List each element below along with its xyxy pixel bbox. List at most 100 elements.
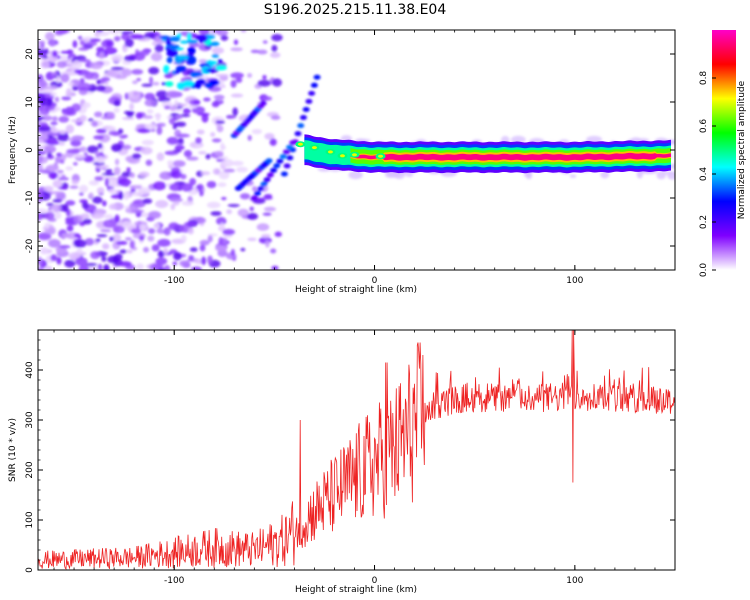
noise-blob bbox=[235, 77, 243, 83]
noise-blob bbox=[94, 176, 104, 182]
noise-blob bbox=[168, 222, 180, 231]
cluster-blob bbox=[198, 35, 204, 44]
noise-blob bbox=[139, 123, 145, 128]
noise-blob bbox=[203, 97, 211, 102]
colorbar: 0.0 0.2 0.4 0.6 0.8 Normalized spectral ampl… bbox=[699, 30, 747, 277]
chirp-blob bbox=[313, 74, 321, 80]
noise-blob bbox=[52, 116, 58, 122]
chirp-blob bbox=[286, 155, 294, 161]
noise-blob bbox=[221, 196, 227, 201]
noise-blob bbox=[166, 115, 173, 119]
noise-blob bbox=[122, 144, 132, 150]
noise-blob bbox=[272, 78, 283, 87]
noise-blob bbox=[122, 134, 128, 139]
noise-blob bbox=[38, 111, 42, 117]
colorbar-tick-label: 0.4 bbox=[699, 167, 709, 182]
noise-blob bbox=[114, 214, 120, 223]
cluster-blob bbox=[196, 78, 206, 86]
noise-blob bbox=[79, 77, 85, 84]
noise-blob bbox=[152, 181, 166, 191]
noise-blob bbox=[183, 149, 193, 158]
noise-blob bbox=[233, 39, 239, 45]
cluster-blob bbox=[169, 36, 181, 42]
noise-blob bbox=[222, 228, 236, 236]
y-tick-label: 100 bbox=[25, 511, 35, 528]
heatmap-x-ticks: -100 0 100 bbox=[53, 30, 676, 286]
noise-blob bbox=[68, 252, 81, 260]
noise-blob bbox=[247, 237, 257, 242]
cluster-blob bbox=[210, 41, 220, 47]
noise-blob bbox=[174, 145, 185, 151]
colorbar-label: Normalized spectral amplitude bbox=[737, 80, 747, 219]
noise-blob bbox=[264, 193, 273, 199]
y-tick-label: 10 bbox=[25, 96, 35, 108]
noise-blob bbox=[157, 238, 171, 247]
noise-blob bbox=[269, 52, 281, 58]
noise-blob bbox=[265, 240, 270, 248]
noise-blob bbox=[86, 41, 98, 46]
noise-blob bbox=[262, 40, 268, 44]
chirp-blob bbox=[299, 115, 307, 121]
noise-blob bbox=[108, 203, 117, 210]
noise-blob bbox=[152, 81, 160, 86]
noise-blob bbox=[61, 233, 72, 239]
noise-blob bbox=[250, 49, 260, 54]
noise-blob bbox=[198, 59, 208, 64]
noise-blob bbox=[126, 167, 131, 172]
noise-blob bbox=[47, 239, 61, 248]
noise-blob bbox=[240, 30, 247, 33]
noise-blob bbox=[165, 90, 180, 99]
noise-blob bbox=[155, 90, 169, 99]
noise-blob bbox=[218, 156, 229, 160]
noise-blob bbox=[96, 30, 104, 33]
noise-blob bbox=[38, 169, 51, 173]
noise-blob bbox=[54, 30, 67, 35]
noise-blob bbox=[174, 30, 181, 34]
cluster-blob bbox=[187, 32, 192, 41]
noise-blob bbox=[39, 108, 50, 116]
noise-blob bbox=[148, 210, 162, 219]
noise-blob bbox=[130, 209, 145, 213]
noise-blob bbox=[102, 219, 117, 229]
noise-blob bbox=[79, 192, 84, 196]
noise-blob bbox=[38, 232, 52, 240]
halo-blob bbox=[667, 171, 675, 180]
x-tick-label: -100 bbox=[164, 576, 185, 586]
noise-blob bbox=[96, 128, 107, 134]
chirp-blob bbox=[310, 82, 318, 88]
cluster-blob bbox=[182, 80, 194, 88]
noise-blob bbox=[90, 251, 101, 260]
noise-blob bbox=[56, 152, 62, 157]
noise-blob bbox=[181, 183, 194, 192]
noise-blob bbox=[124, 237, 132, 241]
noise-blob bbox=[89, 38, 101, 43]
noise-blob bbox=[44, 31, 55, 41]
noise-blob bbox=[155, 112, 161, 122]
noise-blob bbox=[155, 257, 168, 265]
noise-blob bbox=[157, 250, 165, 258]
noise-blob bbox=[88, 180, 100, 186]
snr-x-label: Height of straight line (km) bbox=[295, 585, 417, 595]
noise-blob bbox=[142, 198, 153, 204]
noise-blob bbox=[199, 239, 210, 246]
noise-blob bbox=[56, 60, 67, 68]
y-tick-label: 20 bbox=[25, 48, 35, 60]
noise-blob bbox=[101, 256, 107, 262]
noise-blob bbox=[217, 182, 227, 187]
noise-blob bbox=[40, 60, 50, 69]
noise-blob bbox=[65, 124, 75, 134]
noise-blob bbox=[145, 159, 153, 166]
noise-blob bbox=[153, 222, 160, 230]
noise-blob bbox=[90, 212, 104, 219]
noise-blob bbox=[188, 255, 194, 261]
noise-blob bbox=[240, 247, 246, 252]
noise-blob bbox=[187, 227, 194, 235]
noise-blob bbox=[230, 72, 244, 79]
noise-blob bbox=[141, 83, 153, 87]
noise-blob bbox=[117, 128, 124, 134]
noise-blob bbox=[72, 59, 83, 69]
noise-blob bbox=[96, 156, 106, 164]
noise-blob bbox=[119, 249, 127, 254]
noise-blob bbox=[132, 80, 138, 85]
noise-blob bbox=[126, 112, 134, 118]
